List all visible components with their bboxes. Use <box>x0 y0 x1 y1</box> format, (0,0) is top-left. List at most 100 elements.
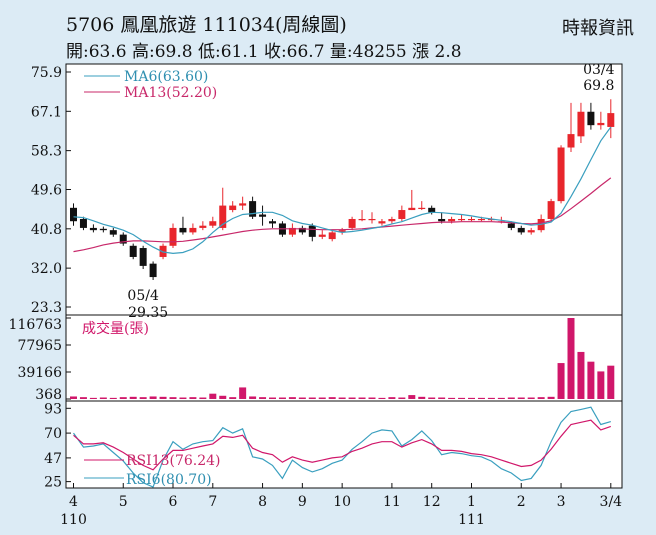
candle-body <box>109 230 117 235</box>
volume-bar <box>159 396 167 399</box>
volume-bar <box>567 318 575 399</box>
volume-bar <box>607 365 615 399</box>
volume-bar <box>229 397 237 399</box>
volume-bar <box>328 397 336 399</box>
volume-bar <box>497 397 505 399</box>
candle-body <box>239 203 247 206</box>
volume-tick-label: 368 <box>35 387 62 403</box>
volume-bar <box>468 397 475 399</box>
candle-body <box>189 227 197 233</box>
legend-ma13: MA13(52.20) <box>124 85 217 101</box>
volume-bar <box>398 397 406 399</box>
candle-body <box>179 227 187 233</box>
x-tick-label: 6 <box>169 494 178 510</box>
volume-bar <box>537 397 545 399</box>
x-year-label: 110 <box>60 512 87 528</box>
volume-bar <box>458 397 466 399</box>
volume-bar <box>109 397 117 399</box>
candle-body <box>298 227 306 233</box>
candle-body <box>288 227 296 235</box>
volume-bar <box>288 397 296 399</box>
candle-body <box>388 218 396 222</box>
candle-body <box>79 218 87 228</box>
x-tick-label: 3 <box>557 494 566 510</box>
candle-body <box>318 234 326 237</box>
volume-title: 成交量(張) <box>82 320 149 337</box>
candle-body <box>398 210 406 219</box>
candle-body <box>577 111 585 137</box>
rsi-tick-label: 25 <box>44 475 62 491</box>
low-value-annotation: 29.35 <box>128 305 168 321</box>
volume-bar <box>179 397 187 399</box>
candle-body <box>229 205 237 211</box>
volume-bar <box>119 397 127 399</box>
volume-bar <box>527 397 535 399</box>
candle-body <box>308 225 316 237</box>
volume-bar <box>298 397 306 399</box>
volume-bar <box>557 363 565 399</box>
candle-body <box>468 218 475 221</box>
volume-bar <box>487 397 495 399</box>
candle-body <box>99 228 107 231</box>
candle-body <box>438 218 446 222</box>
candle-body <box>418 207 426 210</box>
volume-bar <box>438 397 446 399</box>
volume-bar <box>189 397 197 399</box>
candle-body <box>567 134 575 148</box>
x-tick-label: 11 <box>383 494 401 510</box>
candle-body <box>458 218 466 221</box>
rsi-tick-label: 47 <box>44 451 62 467</box>
candle-body <box>448 218 456 222</box>
volume-bar <box>278 397 286 399</box>
price-tick-label: 67.1 <box>31 104 62 120</box>
candle-body <box>328 232 336 240</box>
low-date-annotation: 05/4 <box>127 288 159 304</box>
x-tick-label: 9 <box>298 494 307 510</box>
candle-body <box>209 221 217 226</box>
candle-body <box>119 234 127 244</box>
data-source-label: 時報資訊 <box>562 18 634 39</box>
volume-tick-label: 39166 <box>17 365 62 381</box>
candle-body <box>547 201 555 219</box>
volume-bar <box>338 397 346 399</box>
candle-body <box>368 218 376 221</box>
high-value-annotation: 69.8 <box>583 78 614 94</box>
volume-bar <box>418 396 426 399</box>
x-year-label: 111 <box>458 512 485 528</box>
legend-rsi13: RSI13(76.24) <box>126 453 220 469</box>
volume-tick-label: 116763 <box>9 317 62 333</box>
volume-bar <box>308 397 316 399</box>
volume-bar <box>388 397 396 399</box>
volume-bar <box>259 397 267 399</box>
x-tick-label: 2 <box>517 494 526 510</box>
price-tick-label: 58.3 <box>31 144 62 160</box>
x-tick-label: 10 <box>333 494 351 510</box>
volume-bar <box>517 397 525 399</box>
volume-bar <box>318 397 326 399</box>
candle-body <box>70 207 77 222</box>
volume-bar <box>129 396 137 399</box>
rsi13-line <box>73 419 611 471</box>
volume-bar <box>597 371 605 399</box>
price-tick-label: 75.9 <box>31 65 62 81</box>
candle-body <box>219 205 227 228</box>
candle-body <box>259 214 267 217</box>
candle-body <box>249 201 257 217</box>
volume-bar <box>358 397 366 399</box>
x-tick-label: 1 <box>467 494 476 510</box>
x-tick-label: 5 <box>119 494 128 510</box>
rsi-tick-label: 70 <box>44 426 62 442</box>
x-tick-label: 3/4 <box>600 494 623 510</box>
volume-tick-label: 77965 <box>17 338 62 354</box>
candle-body <box>89 227 97 231</box>
price-tick-label: 49.6 <box>31 183 62 199</box>
candle-body <box>428 207 436 213</box>
ma6-line <box>73 126 612 255</box>
candle-body <box>269 221 276 224</box>
candle-body <box>517 227 525 233</box>
candle-body <box>348 218 356 228</box>
price-summary: 開:63.6 高:69.8 低:61.1 收:66.7 量:48255 漲 2.… <box>66 42 462 62</box>
candle-body <box>587 111 595 126</box>
